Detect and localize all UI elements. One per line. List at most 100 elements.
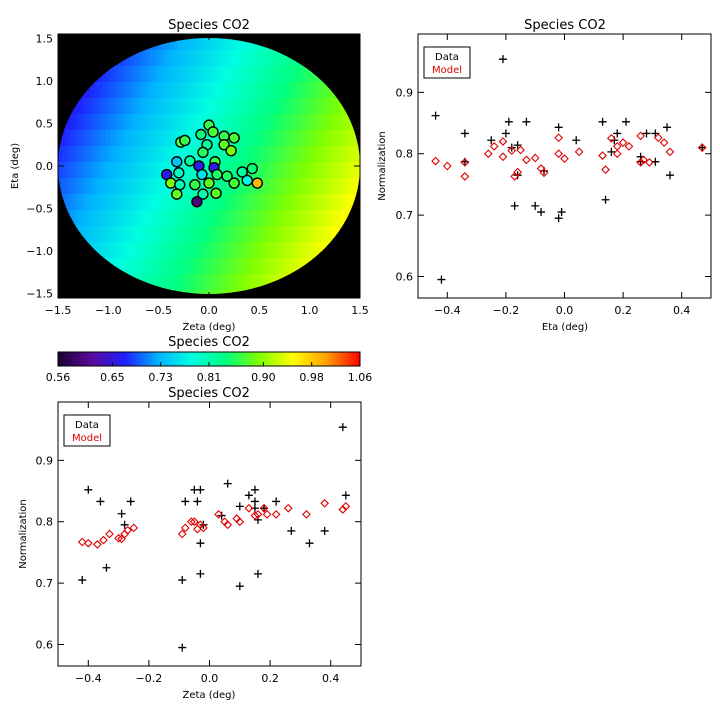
map-field-cell bbox=[282, 98, 287, 115]
zeta-data-point bbox=[196, 485, 205, 494]
map-field-cell bbox=[134, 114, 139, 131]
map-field-cell bbox=[114, 98, 119, 115]
map-field-cell bbox=[154, 162, 159, 179]
map-field-cell bbox=[290, 178, 295, 195]
map-x-tick-label: −1.5 bbox=[45, 304, 72, 317]
map-field-cell bbox=[286, 130, 291, 147]
map-field-cell bbox=[318, 178, 323, 195]
zeta-model-point bbox=[262, 509, 272, 519]
map-field-cell bbox=[226, 274, 231, 291]
map-field-cell bbox=[254, 50, 259, 67]
map-field-cell bbox=[110, 98, 115, 115]
zeta-model-point bbox=[244, 503, 254, 513]
map-field-cell bbox=[286, 50, 291, 67]
zeta-data-point bbox=[126, 497, 135, 506]
map-field-cell bbox=[286, 162, 291, 179]
map-field-cell bbox=[122, 82, 127, 99]
map-field-cell bbox=[114, 66, 119, 83]
map-field-cell bbox=[126, 258, 131, 275]
map-point bbox=[207, 126, 219, 138]
map-field-cell bbox=[310, 130, 315, 147]
zeta-model-point bbox=[180, 523, 190, 533]
map-field-cell bbox=[318, 162, 323, 179]
map-point bbox=[197, 146, 209, 159]
map-field-cell bbox=[254, 98, 259, 115]
map-field-cell bbox=[270, 226, 275, 243]
map-field-cell bbox=[86, 130, 91, 147]
map-field-cell bbox=[278, 98, 283, 115]
map-field-cell bbox=[226, 66, 231, 83]
zeta-model-point bbox=[320, 498, 330, 508]
map-field-cell bbox=[126, 226, 131, 243]
map-field-cell bbox=[126, 114, 131, 131]
eta-model-point bbox=[653, 133, 663, 143]
map-field-cell bbox=[114, 194, 119, 211]
map-field-cell bbox=[210, 98, 215, 115]
map-field-cell bbox=[274, 258, 279, 275]
map-field-cell bbox=[286, 82, 291, 99]
map-point bbox=[179, 134, 191, 147]
map-field-cell bbox=[146, 242, 151, 259]
map-field-cell bbox=[130, 50, 135, 67]
eta-axes: −0.4 −0.2 0.0 0.2 0.4 0.6 0.7 0.8 0.9 bbox=[396, 34, 711, 317]
map-field-cell bbox=[74, 130, 79, 147]
map-field-cell bbox=[290, 242, 295, 259]
map-field-cell bbox=[166, 258, 171, 275]
map-field-cell bbox=[258, 194, 263, 211]
map-field-cell bbox=[258, 98, 263, 115]
map-field-cell bbox=[114, 178, 119, 195]
map-field-cell bbox=[178, 242, 183, 259]
map-field-cell bbox=[190, 50, 195, 67]
map-field-cell bbox=[138, 258, 143, 275]
map-field-cell bbox=[310, 242, 315, 259]
map-field-cell bbox=[218, 274, 223, 291]
map-field-cell bbox=[130, 82, 135, 99]
map-field-cell bbox=[178, 274, 183, 291]
map-field-cell bbox=[206, 226, 211, 243]
map-field-cell bbox=[294, 258, 299, 275]
map-field-cell bbox=[102, 66, 107, 83]
map-field-cell bbox=[246, 38, 251, 51]
map-field-cell bbox=[238, 82, 243, 99]
map-field-cell bbox=[58, 178, 63, 195]
zeta-data-point bbox=[235, 582, 244, 591]
map-field-cell bbox=[98, 98, 103, 115]
map-field-cell bbox=[194, 242, 199, 259]
map-field-cell bbox=[106, 66, 111, 83]
map-field-cell bbox=[330, 146, 335, 163]
eta-y-tick-label: 0.6 bbox=[396, 271, 414, 284]
map-field-cell bbox=[186, 274, 191, 291]
map-field-cell bbox=[294, 146, 299, 163]
map-field-cell bbox=[174, 242, 179, 259]
eta-model-point bbox=[697, 143, 707, 152]
zeta-data-point bbox=[178, 576, 187, 585]
map-field-cell bbox=[110, 194, 115, 211]
map-field-cell bbox=[290, 226, 295, 243]
map-field-cell bbox=[358, 146, 360, 163]
eta-data-point bbox=[504, 117, 513, 126]
map-point bbox=[173, 167, 185, 179]
map-field-cell bbox=[170, 210, 175, 227]
map-field-cell bbox=[166, 82, 171, 99]
map-field-cell bbox=[98, 82, 103, 99]
map-field-cell bbox=[234, 50, 239, 67]
eta-model-point bbox=[507, 146, 517, 156]
map-field-cell bbox=[82, 226, 87, 243]
map-field-cell bbox=[74, 114, 79, 131]
zeta-data-point bbox=[96, 497, 105, 506]
map-field-cell bbox=[166, 98, 171, 115]
map-x-label: Zeta (deg) bbox=[183, 322, 236, 333]
map-field-cell bbox=[62, 194, 67, 211]
map-field-cell bbox=[178, 66, 183, 83]
map-field-cell bbox=[250, 66, 255, 83]
map-field-cell bbox=[354, 178, 359, 195]
map-field-cell bbox=[74, 210, 79, 227]
map-field-cell bbox=[274, 50, 279, 67]
map-field-cell bbox=[266, 210, 271, 227]
map-field-cell bbox=[234, 226, 239, 243]
map-field-cell bbox=[326, 114, 331, 131]
map-field-cell bbox=[314, 162, 319, 179]
map-field-cell bbox=[114, 82, 119, 99]
zeta-data-point bbox=[193, 497, 202, 506]
map-field-cell bbox=[98, 242, 103, 259]
